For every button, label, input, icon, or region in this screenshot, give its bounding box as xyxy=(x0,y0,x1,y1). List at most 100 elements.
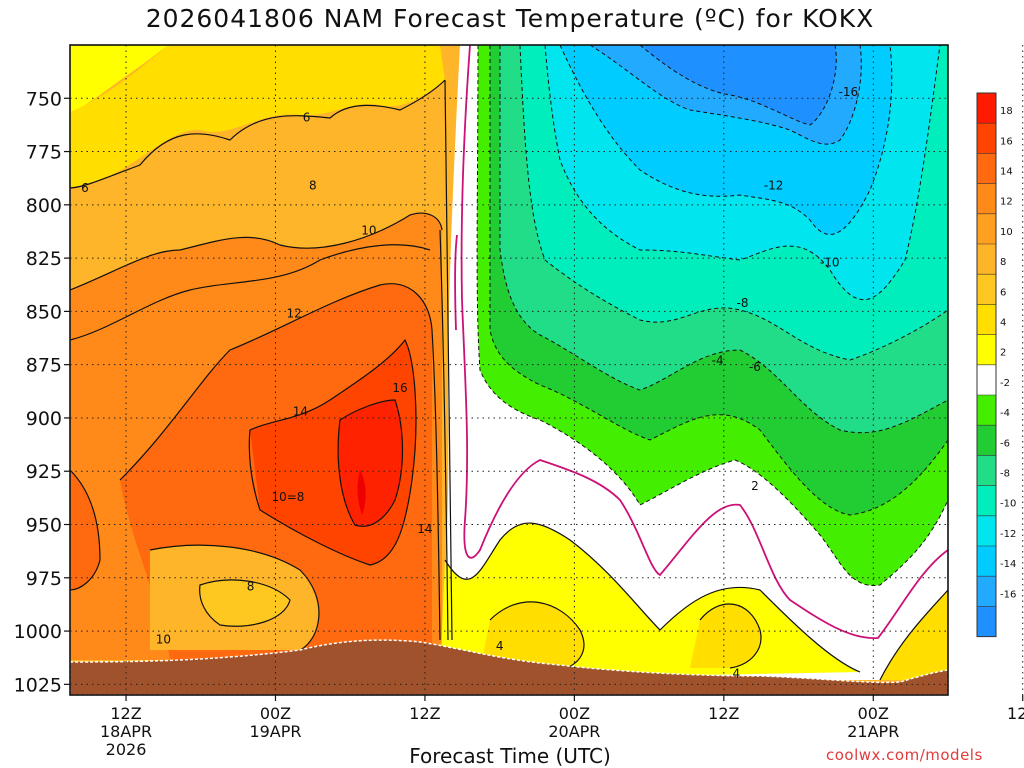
colorbar: 18 16 14 12 10 8 6 4 2 -2 -4 -6 -8 -10 -12 -14 -16 xyxy=(976,92,1016,638)
colorbar-swatch xyxy=(977,455,996,486)
contour-12 xyxy=(119,283,433,481)
contour-label: 10 xyxy=(361,223,376,237)
colorbar-label: 4 xyxy=(1000,318,1006,329)
x-tick-label: 18APR xyxy=(100,722,152,741)
contour-label: 8 xyxy=(247,579,255,593)
colorbar-label: 12 xyxy=(1000,197,1013,208)
colorbar-label: 16 xyxy=(1000,136,1013,147)
fill-below-minus16 xyxy=(640,45,837,125)
y-tick-label: 875 xyxy=(26,355,62,377)
y-tick-label: 975 xyxy=(26,568,62,590)
colorbar-label: 18 xyxy=(1000,106,1013,117)
contour-0 xyxy=(460,45,948,639)
colorbar-swatch xyxy=(977,213,996,244)
contour-8 xyxy=(70,212,443,291)
fill-18-plus xyxy=(357,470,366,515)
contour-label: -6 xyxy=(749,360,761,374)
contour-label: -4 xyxy=(712,353,724,367)
contour-16 xyxy=(337,399,404,527)
colorbar-swatch xyxy=(977,606,996,637)
contour-minus8 xyxy=(519,45,948,361)
colorbar-label: 6 xyxy=(1000,287,1006,298)
contour-minus2 xyxy=(476,45,948,586)
y-tick-label: 850 xyxy=(26,301,62,323)
contour-label: -12 xyxy=(764,179,784,193)
colorbar-swatch xyxy=(977,93,996,124)
contour-label: 12 xyxy=(287,307,302,321)
chart-title: 2026041806 NAM Forecast Temperature (ºC)… xyxy=(145,4,875,33)
fill-6-to-8 xyxy=(70,45,445,188)
y-tick-label: 925 xyxy=(26,461,62,483)
x-tick-label: 2026 xyxy=(106,740,147,759)
contour-labels: 6681012141610=814810442-4-6-8-10-12-16-1… xyxy=(81,85,859,681)
contour-6 xyxy=(70,79,446,189)
y-tick-label: 825 xyxy=(26,248,62,270)
colorbar-label: -12 xyxy=(1000,529,1016,540)
colorbar-label: -10 xyxy=(1000,499,1016,510)
colorbar-swatch xyxy=(977,425,996,456)
contour-minus6 xyxy=(499,45,948,434)
fill-6-lower xyxy=(199,580,290,627)
colorbar-swatch xyxy=(977,304,996,335)
y-axis: 750 775 800 825 850 875 900 925 950 975 1000 1025 xyxy=(14,88,70,696)
contour-14 xyxy=(248,338,417,566)
contour-0-isolated xyxy=(454,234,458,331)
credit-link[interactable]: coolwx.com/models xyxy=(826,746,983,764)
x-tick-label: 00Z xyxy=(559,704,590,723)
colorbar-swatch xyxy=(977,515,996,546)
x-tick-label: 12Z xyxy=(1007,704,1024,723)
warm-contours xyxy=(70,79,948,681)
contour-label: 16 xyxy=(392,381,407,395)
contour-8-lower xyxy=(149,544,320,651)
contour-label: 2 xyxy=(751,479,759,493)
y-tick-label: 900 xyxy=(26,408,62,430)
contour-4-a xyxy=(489,601,585,671)
contour-label: -10 xyxy=(820,255,840,269)
temperature-field xyxy=(70,45,948,695)
contour-label: 8 xyxy=(309,179,317,193)
y-tick-label: 800 xyxy=(26,195,62,217)
colorbar-swatch xyxy=(977,123,996,154)
contour-label: 10=8 xyxy=(271,490,304,504)
contour-label: 6 xyxy=(303,110,311,124)
colorbar-swatch xyxy=(977,244,996,275)
contour-minus12 xyxy=(559,45,893,235)
y-tick-label: 1025 xyxy=(14,674,62,696)
colorbar-label: -4 xyxy=(1000,408,1010,419)
fill-12-left xyxy=(70,470,100,590)
contour-2 xyxy=(444,522,861,673)
x-axis-label: Forecast Time (UTC) xyxy=(409,744,611,768)
contour-label: 6 xyxy=(81,181,89,195)
contour-minus4 xyxy=(489,45,948,516)
contour-10 xyxy=(70,244,431,341)
fill-4-to-6-lower-a xyxy=(480,601,584,670)
colorbar-label: -16 xyxy=(1000,589,1016,600)
x-tick-label: 12Z xyxy=(110,704,141,723)
colorbar-swatch xyxy=(977,153,996,184)
colorbar-label: -14 xyxy=(1000,559,1016,570)
contour-minus16 xyxy=(639,45,837,126)
colorbar-swatch xyxy=(977,546,996,577)
colorbar-swatch xyxy=(977,364,996,395)
colorbar-label: -6 xyxy=(1000,438,1010,449)
colorbar-swatch xyxy=(977,183,996,214)
fill-4-to-6-lower-b xyxy=(690,603,761,668)
x-tick-label: 12Z xyxy=(708,704,739,723)
plot-frame xyxy=(69,44,949,696)
contour-4-c xyxy=(879,589,948,681)
y-tick-label: 775 xyxy=(26,142,62,164)
colorbar-swatch xyxy=(977,334,996,365)
contour-label: 4 xyxy=(496,639,504,653)
x-tick-label: 21APR xyxy=(847,722,899,741)
colorbar-label: 2 xyxy=(1000,348,1006,359)
contour-front-a xyxy=(431,329,441,641)
colorbar-label: 10 xyxy=(1000,227,1013,238)
contour-minus14 xyxy=(589,45,862,145)
colorbar-label: -2 xyxy=(1000,378,1010,389)
contour-10-left xyxy=(70,469,101,591)
contour-label: 4 xyxy=(732,667,740,681)
contour-label: -16 xyxy=(839,85,859,99)
grid-lines xyxy=(70,45,1024,695)
